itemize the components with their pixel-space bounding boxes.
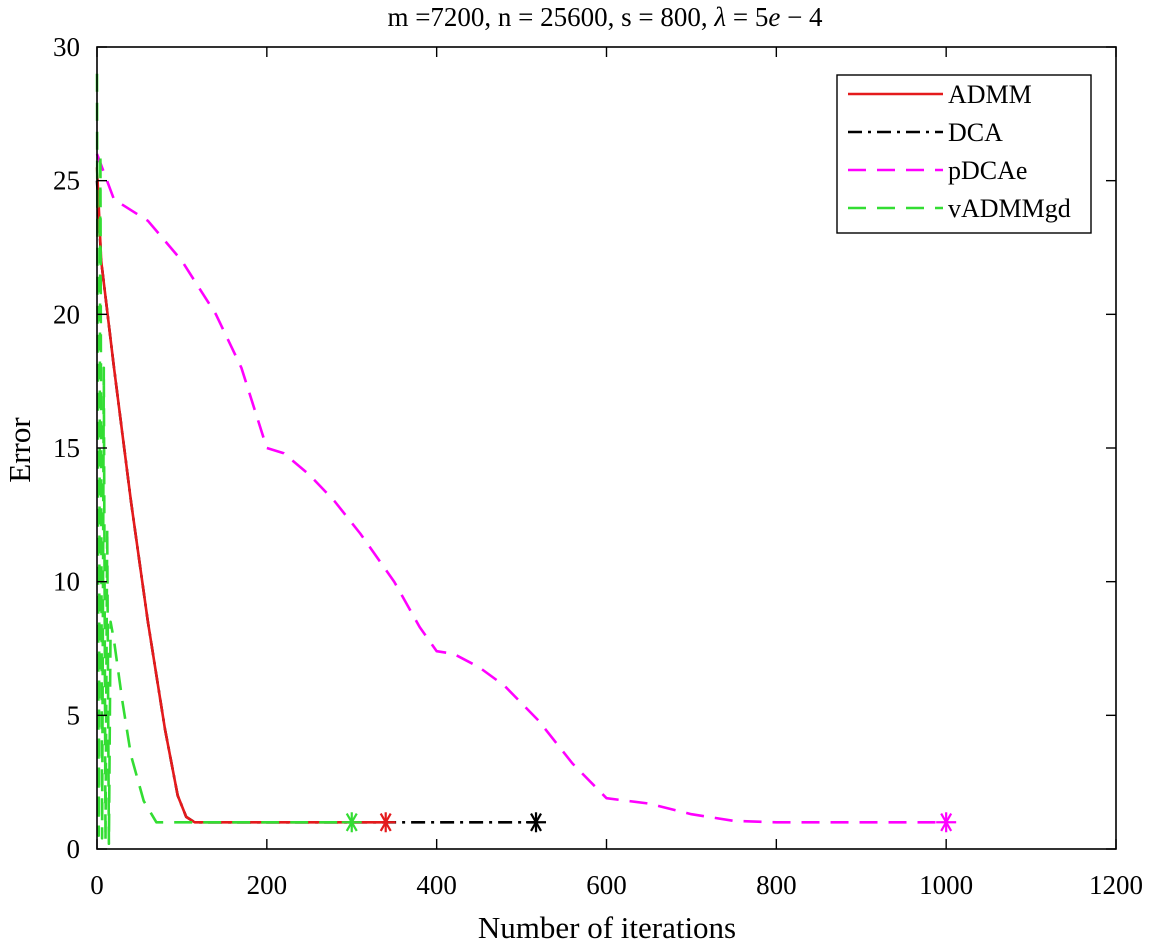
y-axis-title: Error xyxy=(2,417,37,483)
series-line-dca xyxy=(95,180,536,824)
y-tick-label: 0 xyxy=(67,834,81,864)
title-e: e xyxy=(768,2,780,32)
legend-label-pdcae: pDCAe xyxy=(948,156,1027,185)
end-marker-vadmmgd xyxy=(341,812,362,833)
title-suffix: − 4 xyxy=(780,2,823,32)
x-tick-label: 200 xyxy=(247,870,288,900)
title-lambda: λ xyxy=(713,2,726,32)
tick-layer: 0 200 400 600 800 1000 1200 0 5 10 15 20 25 30 xyxy=(53,32,1143,900)
legend-box xyxy=(836,74,1092,234)
marker-layer xyxy=(341,812,957,833)
title-prefix: m =7200, n = 25600, s = 800, xyxy=(387,2,714,32)
chart-title: m =7200, n = 25600, s = 800, λ = 5e − 4 xyxy=(387,2,823,32)
x-tick-label: 0 xyxy=(90,870,104,900)
y-tick-label: 5 xyxy=(67,700,81,730)
y-tick-label: 10 xyxy=(53,567,80,597)
x-tick-label: 1000 xyxy=(919,870,973,900)
x-tick-label: 600 xyxy=(586,870,627,900)
y-tick-label: 30 xyxy=(53,32,80,62)
legend-entries: ADMM DCA pDCAe vADMMgd xyxy=(848,80,1071,223)
y-tick-label: 20 xyxy=(53,299,80,329)
title-eq: = 5 xyxy=(726,2,768,32)
x-tick-label: 1200 xyxy=(1089,870,1143,900)
series-layer xyxy=(95,73,947,846)
end-marker-dca xyxy=(526,812,547,833)
legend: ADMM DCA pDCAe vADMMgd xyxy=(836,74,1092,234)
x-tick-label: 400 xyxy=(416,870,457,900)
end-marker-admm xyxy=(375,812,396,833)
end-marker-pdcae xyxy=(936,812,957,833)
series-line-admm xyxy=(95,167,386,824)
y-tick-label: 15 xyxy=(53,433,80,463)
series-line-pdcae xyxy=(95,153,947,824)
legend-label-vadmmgd: vADMMgd xyxy=(948,194,1071,223)
x-axis-title: Number of iterations xyxy=(478,910,736,945)
y-tick-label: 25 xyxy=(53,166,80,196)
legend-label-dca: DCA xyxy=(948,118,1003,147)
legend-label-admm: ADMM xyxy=(948,80,1032,109)
x-tick-label: 800 xyxy=(756,870,797,900)
series-line-vadmmgd xyxy=(95,73,352,846)
